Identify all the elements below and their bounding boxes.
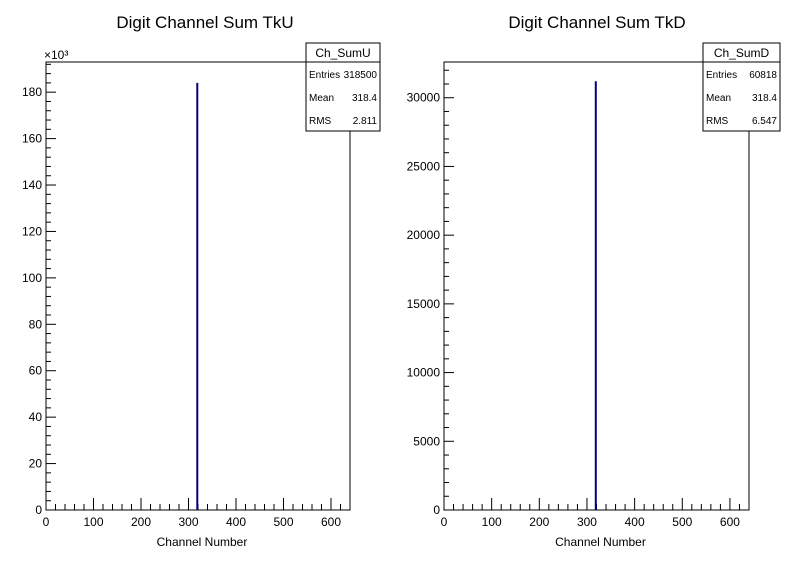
y-tick-label: 10000	[407, 366, 441, 380]
stats-value: 2.811	[353, 116, 378, 127]
stats-label: Mean	[309, 93, 334, 104]
stats-value: 318500	[344, 70, 378, 81]
stats-box: Ch_SumD Entries 60818 Mean 318.4 RMS 6.547	[702, 42, 781, 132]
stats-label: RMS	[309, 116, 332, 127]
x-tick-label: 300	[178, 515, 198, 529]
x-axis-label: Channel Number	[157, 535, 248, 549]
x-tick-label: 200	[529, 515, 549, 529]
x-tick-label: 100	[83, 515, 103, 529]
y-tick-label: 140	[22, 178, 42, 192]
y-tick-label: 40	[29, 410, 43, 424]
x-tick-label: 500	[672, 515, 692, 529]
stats-label: Mean	[706, 93, 731, 104]
stats-box-frame	[305, 42, 381, 132]
x-tick-label: 300	[577, 515, 597, 529]
y-tick-label: 120	[22, 224, 42, 238]
x-tick-label: 600	[720, 515, 740, 529]
y-axis-exponent: ×10³	[44, 48, 68, 62]
x-tick-label: 400	[226, 515, 246, 529]
chart-title: Digit Channel Sum TkU	[116, 13, 293, 32]
y-tick-label: 30000	[407, 91, 441, 105]
y-tick-label: 20000	[407, 228, 441, 242]
y-tick-label: 0	[35, 503, 42, 517]
x-tick-label: 0	[441, 515, 448, 529]
y-tick-label: 80	[29, 317, 43, 331]
stats-label: Entries	[309, 70, 340, 81]
stats-name: Ch_SumU	[315, 46, 370, 60]
x-axis-label: Channel Number	[555, 535, 646, 549]
y-tick-label: 5000	[413, 434, 440, 448]
x-tick-label: 0	[43, 515, 50, 529]
histogram-panel-2: Digit Channel Sum TkD 0 100 200 300 400 500 600…	[407, 13, 781, 549]
y-tick-label: 60	[29, 364, 43, 378]
x-tick-label: 600	[321, 515, 341, 529]
stats-value: 60818	[749, 70, 777, 81]
x-tick-label: 400	[625, 515, 645, 529]
y-tick-label: 15000	[407, 297, 441, 311]
y-tick-label: 25000	[407, 159, 441, 173]
y-tick-label: 0	[433, 503, 440, 517]
stats-value: 318.4	[752, 93, 777, 104]
y-tick-label: 160	[22, 132, 42, 146]
stats-value: 318.4	[352, 93, 377, 104]
y-tick-label: 180	[22, 85, 42, 99]
x-tick-label: 200	[131, 515, 151, 529]
y-tick-label: 20	[29, 457, 43, 471]
stats-name: Ch_SumD	[714, 46, 770, 60]
stats-label: Entries	[706, 70, 737, 81]
stats-value: 6.547	[752, 116, 777, 127]
stats-box-frame	[702, 42, 781, 132]
chart-title: Digit Channel Sum TkD	[508, 13, 685, 32]
x-tick-label: 100	[482, 515, 502, 529]
x-tick-label: 500	[273, 515, 293, 529]
y-tick-label: 100	[22, 271, 42, 285]
stats-label: RMS	[706, 116, 729, 127]
stats-box: Ch_SumU Entries 318500 Mean 318.4 RMS 2.811	[305, 42, 381, 132]
